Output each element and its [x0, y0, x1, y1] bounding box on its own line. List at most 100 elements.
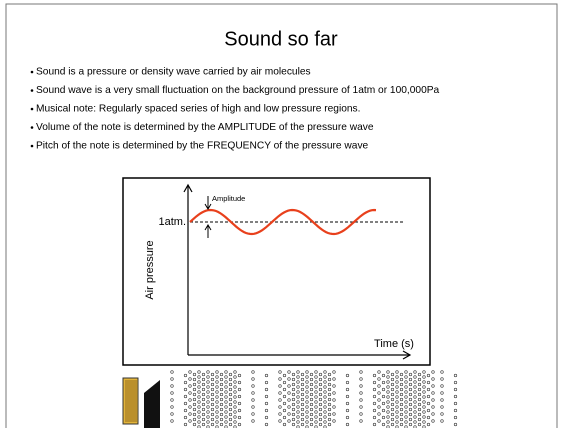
molecule	[422, 390, 426, 394]
molecule	[170, 384, 174, 388]
bullet-text: Musical note: Regularly spaced series of…	[36, 104, 360, 115]
molecule	[188, 370, 192, 374]
molecule	[264, 394, 269, 399]
molecule	[192, 387, 197, 392]
molecule	[296, 395, 300, 399]
molecule	[197, 380, 201, 384]
molecule	[399, 397, 404, 402]
molecule	[228, 417, 233, 422]
molecule	[399, 382, 404, 387]
molecule	[201, 417, 206, 422]
molecule	[395, 405, 399, 409]
molecule	[453, 401, 458, 406]
molecule	[237, 422, 242, 427]
molecule	[422, 375, 426, 379]
molecule	[413, 425, 417, 428]
molecule	[440, 419, 444, 423]
molecule	[251, 419, 255, 423]
molecule	[309, 422, 314, 427]
molecule	[408, 417, 413, 422]
molecule	[228, 422, 233, 427]
molecule	[395, 420, 399, 424]
molecule	[296, 385, 300, 389]
molecule	[408, 372, 413, 377]
molecule	[188, 419, 192, 423]
molecule	[197, 375, 201, 379]
molecule	[426, 394, 431, 399]
molecule	[399, 402, 404, 407]
molecule	[422, 385, 426, 389]
molecule	[206, 370, 210, 374]
molecule	[291, 402, 296, 407]
molecule	[390, 392, 395, 397]
molecule	[399, 422, 404, 427]
molecule	[251, 384, 255, 388]
molecule	[417, 412, 422, 417]
molecule	[233, 405, 237, 409]
diagram-frame	[122, 177, 431, 366]
molecule	[399, 417, 404, 422]
molecule	[183, 408, 188, 413]
molecule	[386, 400, 390, 404]
molecule	[431, 370, 435, 374]
speaker-coil	[125, 380, 137, 422]
molecule	[296, 380, 300, 384]
molecule	[224, 415, 228, 419]
molecule	[300, 382, 305, 387]
molecule	[314, 385, 318, 389]
molecule	[219, 417, 224, 422]
molecule	[440, 412, 444, 416]
bullet-dot	[30, 70, 34, 74]
molecule	[408, 397, 413, 402]
molecule	[300, 407, 305, 412]
molecule	[228, 392, 233, 397]
molecule	[377, 405, 381, 409]
molecule	[386, 410, 390, 414]
molecule	[390, 407, 395, 412]
molecule	[183, 394, 188, 399]
molecule	[197, 405, 201, 409]
molecule	[282, 387, 287, 392]
molecule	[314, 375, 318, 379]
molecule	[453, 408, 458, 413]
molecule	[309, 372, 314, 377]
molecule	[237, 380, 242, 385]
molecule	[215, 410, 219, 414]
molecule	[278, 419, 282, 423]
bullet-text: Pitch of the note is determined by the F…	[36, 141, 369, 152]
molecule	[323, 425, 327, 428]
molecule	[309, 417, 314, 422]
molecule	[188, 405, 192, 409]
molecule	[395, 375, 399, 379]
molecule	[345, 387, 350, 392]
molecule	[215, 420, 219, 424]
molecule	[431, 412, 435, 416]
molecule	[300, 372, 305, 377]
molecule	[197, 400, 201, 404]
molecule	[206, 415, 210, 419]
molecule	[224, 420, 228, 424]
molecule	[296, 420, 300, 424]
molecule	[278, 412, 282, 416]
molecule	[291, 372, 296, 377]
molecule	[327, 422, 332, 427]
x-axis-label: Time (s)	[374, 338, 414, 350]
molecule	[390, 402, 395, 407]
molecule	[323, 385, 327, 389]
molecule	[264, 408, 269, 413]
molecule	[287, 384, 291, 388]
molecule	[278, 377, 282, 381]
molecule	[197, 425, 201, 428]
molecule	[300, 397, 305, 402]
molecule	[210, 382, 215, 387]
bullet-text: Volume of the note is determined by the …	[36, 122, 374, 133]
molecule	[332, 398, 336, 402]
molecule	[417, 422, 422, 427]
molecule	[219, 412, 224, 417]
molecule	[318, 412, 323, 417]
amplitude-arrowhead-up	[204, 224, 212, 231]
molecule	[332, 412, 336, 416]
molecule	[345, 373, 350, 378]
amplitude-arrowhead-down	[204, 203, 212, 210]
molecule	[233, 415, 237, 419]
